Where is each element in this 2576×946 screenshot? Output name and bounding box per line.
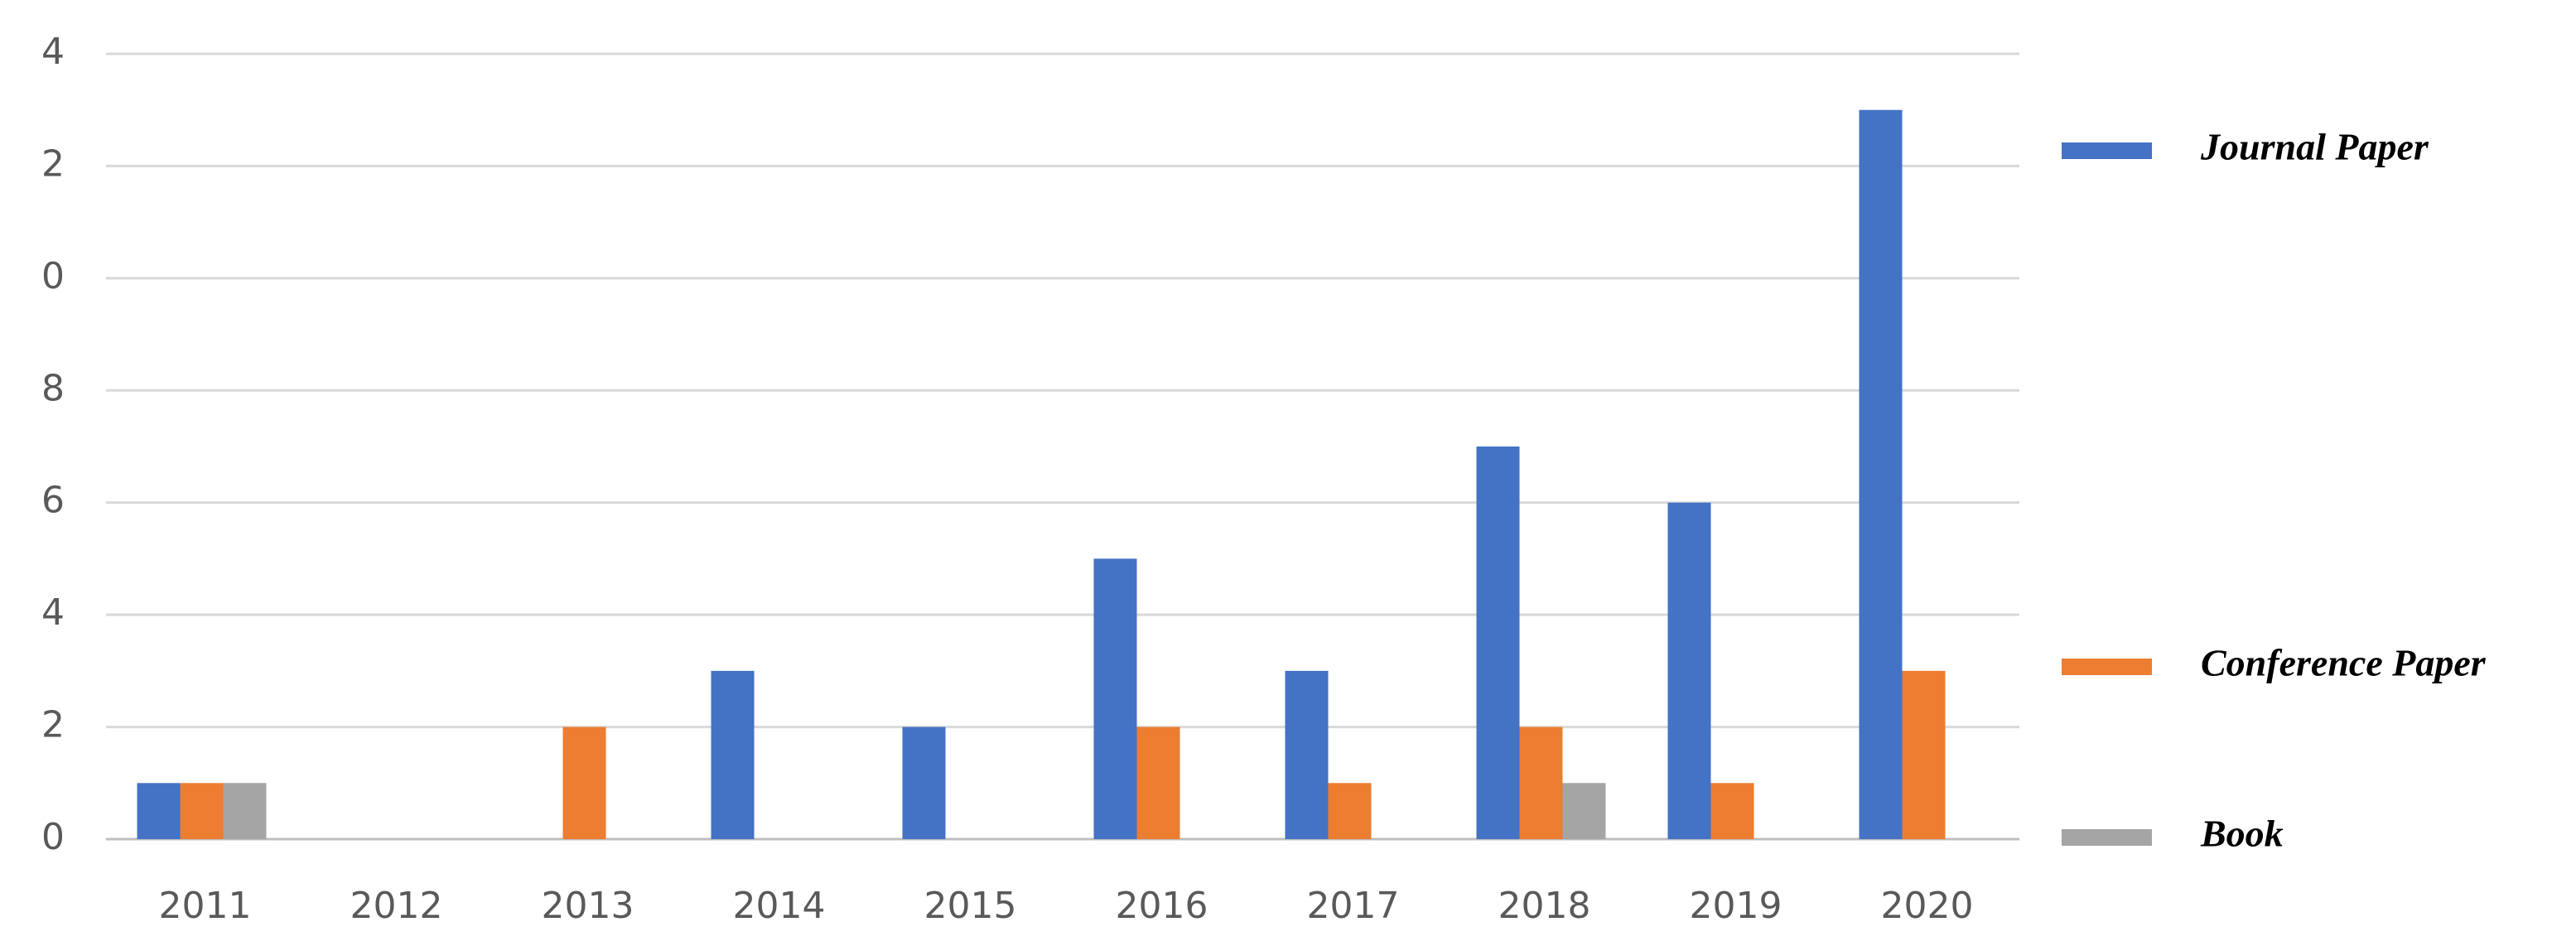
bar <box>1476 446 1520 839</box>
legend-label: Journal Paper <box>2200 126 2429 168</box>
x-tick-label: 2013 <box>542 885 634 927</box>
bar <box>180 783 224 839</box>
x-tick-label: 2011 <box>159 885 252 927</box>
x-tick-label: 2016 <box>1116 885 1208 927</box>
bar <box>1328 783 1372 839</box>
bar <box>1902 670 1946 839</box>
x-tick-label: 2020 <box>1881 885 1974 927</box>
bar <box>1519 726 1563 839</box>
bar <box>1667 502 1711 839</box>
bar <box>562 726 606 839</box>
y-tick-label: 0 <box>41 255 65 297</box>
y-tick-label: 8 <box>41 367 65 409</box>
bar <box>711 670 755 839</box>
x-tick-label: 2017 <box>1307 885 1400 927</box>
y-tick-label: 2 <box>41 704 65 746</box>
y-tick-label: 0 <box>41 816 65 858</box>
bar <box>1859 109 1903 839</box>
bar <box>1136 726 1180 839</box>
legend-swatch <box>2062 659 2152 675</box>
y-tick-label: 6 <box>41 480 65 522</box>
bar <box>1710 783 1754 839</box>
x-tick-label: 2019 <box>1690 885 1782 927</box>
x-tick-label: 2014 <box>733 885 826 927</box>
x-tick-label: 2012 <box>350 885 443 927</box>
bar <box>137 783 181 839</box>
legend-swatch <box>2062 829 2152 846</box>
y-tick-label: 2 <box>41 142 65 185</box>
bar <box>902 726 946 839</box>
bar <box>1562 783 1606 839</box>
y-tick-label: 4 <box>41 591 65 634</box>
legend-label: Conference Paper <box>2201 642 2487 684</box>
bar <box>1285 670 1329 839</box>
legend-swatch <box>2062 142 2152 159</box>
x-tick-label: 2018 <box>1498 885 1591 927</box>
x-tick-label: 2015 <box>924 885 1017 927</box>
bar <box>223 783 267 839</box>
legend-label: Book <box>2200 813 2284 855</box>
y-tick-label: 4 <box>41 31 65 73</box>
bar <box>1093 558 1137 839</box>
